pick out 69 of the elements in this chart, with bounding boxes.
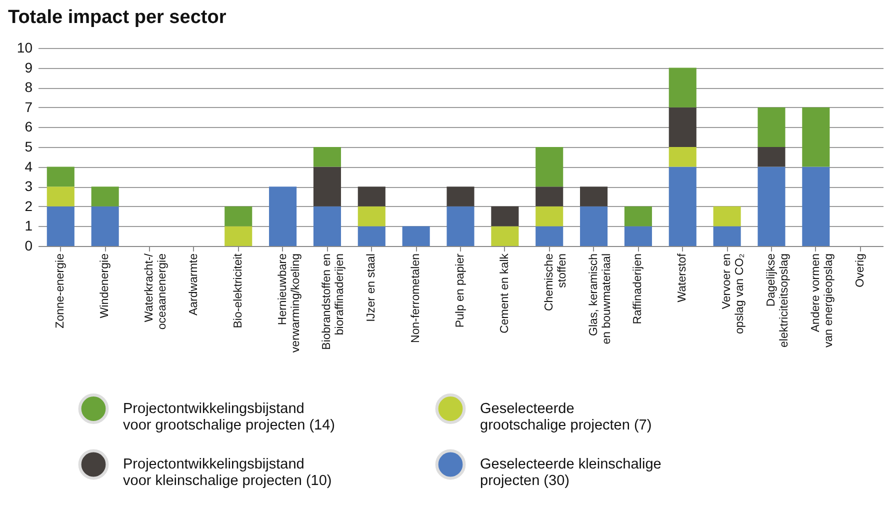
x-tick-label: Zonne-energie: [54, 254, 67, 328]
y-tick-label: 10: [16, 40, 33, 56]
y-tick-label: 4: [24, 158, 33, 174]
y-tick-label: 0: [24, 238, 33, 254]
bar: [713, 206, 741, 226]
x-tick-label: Cement en kalk: [498, 253, 511, 334]
bar: [46, 206, 74, 246]
legend-label: Projectontwikkelingsbijstand voor kleinschalige projecten (10): [123, 456, 332, 489]
bar: [402, 226, 430, 246]
x-tick-label: Raffinaderijen: [632, 254, 644, 324]
bar: [446, 186, 474, 206]
bar: [536, 186, 564, 206]
x-tick-label: Vervoer en opslag van CO₂: [721, 254, 746, 334]
bar: [624, 226, 652, 246]
x-tick-label: IJzer en staal: [366, 254, 378, 322]
bar: [313, 166, 341, 206]
chart-title: Totale impact per sector: [8, 7, 227, 28]
y-tick-label: 8: [24, 79, 33, 96]
bar: [358, 186, 386, 206]
bar: [46, 186, 74, 206]
bar: [358, 206, 386, 226]
bar: [224, 206, 252, 226]
bar: [668, 107, 696, 147]
x-tick-label: Hernieuwbare verwarming/koeling: [276, 254, 302, 353]
bar: [446, 206, 474, 246]
bar: [758, 107, 786, 147]
y-tick-label: 7: [24, 98, 33, 115]
x-tick-label: Bio-elektriciteit: [232, 252, 244, 328]
x-tick-label: Non-ferrometalen: [410, 254, 422, 343]
bar: [758, 166, 786, 246]
bar: [269, 186, 297, 246]
bar: [713, 226, 741, 246]
bar: [46, 166, 74, 187]
y-tick-label: 2: [24, 198, 33, 214]
bar: [491, 206, 519, 226]
y-tick-label: 6: [24, 118, 33, 135]
bar: [668, 147, 696, 167]
y-tick-label: 1: [24, 218, 33, 234]
x-tick-label: Overig: [854, 254, 866, 288]
bar: [624, 206, 652, 226]
x-tick-label: Aardwarmte: [188, 254, 200, 316]
bar: [668, 166, 696, 246]
x-tick-label: Windenergie: [99, 254, 112, 318]
y-tick-label: 5: [24, 138, 33, 154]
bar: [580, 186, 608, 206]
legend-label: Geselecteerde kleinschalige projecten (30): [480, 456, 662, 489]
bar: [758, 147, 786, 167]
bar: [91, 206, 119, 246]
bar: [358, 226, 386, 246]
bar: [580, 206, 608, 246]
bar: [313, 206, 341, 246]
bar: [802, 166, 830, 246]
bar: [536, 147, 564, 187]
x-tick-label: Chemische stoffen: [543, 254, 568, 312]
bar: [668, 68, 696, 108]
y-tick-label: 3: [24, 178, 33, 194]
x-tick-label: Waterkracht-/ oceaanenergie: [144, 252, 169, 330]
bar: [224, 226, 252, 246]
legend-label: Projectontwikkelingsbijstand voor grootschalige projecten (14): [123, 400, 335, 434]
bar: [802, 107, 830, 167]
x-tick-label: Waterstof: [676, 252, 689, 302]
y-tick-label: 9: [24, 59, 33, 76]
bar: [91, 186, 119, 206]
x-tick-label: Pulp en papier: [454, 253, 466, 328]
bar: [491, 226, 519, 246]
bar: [536, 206, 564, 226]
bar: [536, 226, 564, 246]
bar: [313, 147, 341, 167]
legend-label: Geselecteerde grootschalige projecten (7): [480, 400, 652, 434]
